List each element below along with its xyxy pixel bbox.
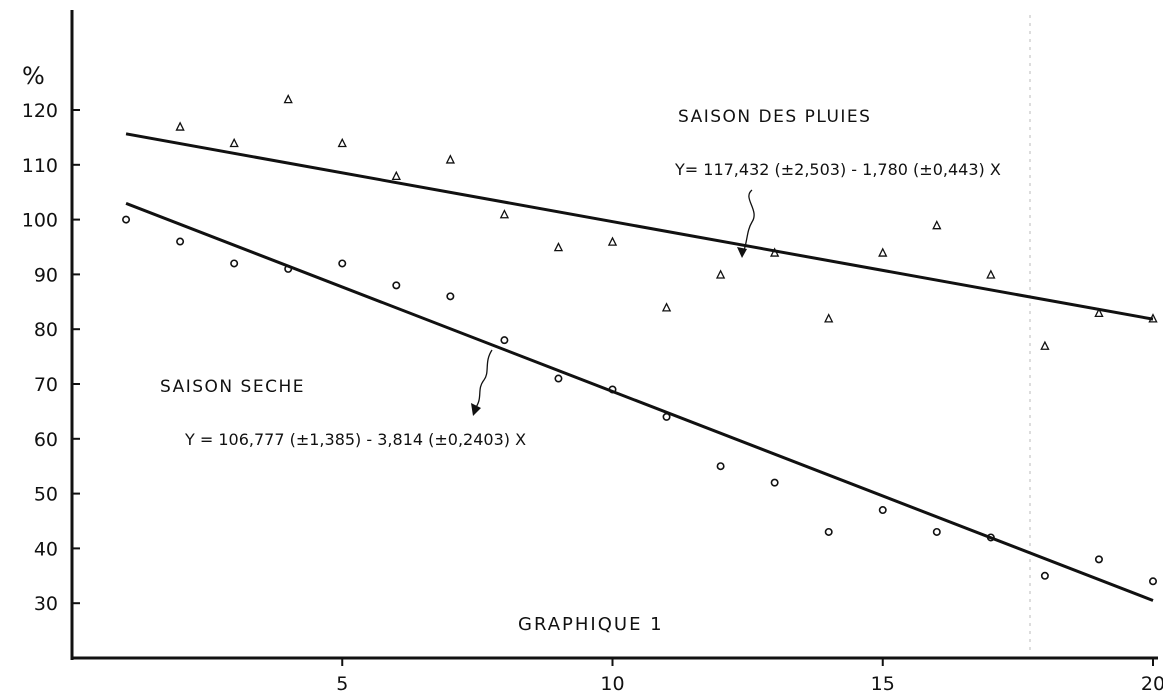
data-point	[229, 137, 239, 148]
data-point	[392, 281, 401, 290]
label-saison-des-pluies: SAISON DES PLUIES	[678, 107, 871, 127]
y-axis-ticks: 30 40 50 60 70 80 90 100 110 120	[22, 100, 80, 615]
data-point	[175, 121, 185, 131]
y-tick-label: 30	[34, 593, 58, 615]
y-tick-label: 100	[22, 210, 58, 232]
data-point	[715, 269, 726, 279]
equation-saison-des-pluies: Y= 117,432 (±2,503) - 1,780 (±0,443) X	[674, 160, 1001, 179]
x-tick-label: 20	[1141, 673, 1163, 693]
x-axis-ticks: 5 10 15 20	[336, 658, 1163, 693]
y-tick-label: 110	[22, 155, 58, 177]
data-point	[1040, 340, 1050, 350]
pointer-arrow-seche	[473, 349, 493, 411]
data-point	[878, 506, 887, 515]
x-tick-label: 5	[336, 673, 348, 693]
data-point	[932, 220, 942, 230]
chart-title: GRAPHIQUE 1	[518, 614, 664, 635]
data-point	[1148, 313, 1158, 323]
y-tick-label: 80	[34, 319, 58, 341]
pointer-arrowhead-seche	[471, 403, 481, 416]
data-point	[1094, 555, 1103, 564]
data-point	[824, 313, 834, 323]
data-point	[391, 170, 401, 181]
data-point	[932, 527, 941, 536]
y-axis-unit: %	[22, 62, 45, 90]
y-tick-label: 60	[34, 429, 58, 451]
data-point	[878, 247, 888, 257]
y-tick-label: 70	[34, 374, 58, 396]
data-point	[446, 292, 455, 301]
data-point	[608, 385, 617, 394]
data-point	[499, 209, 510, 219]
data-point	[769, 247, 780, 257]
data-point	[554, 374, 563, 383]
data-point	[1094, 307, 1104, 318]
data-point	[661, 302, 672, 312]
data-point	[824, 527, 833, 536]
data-point	[1149, 577, 1158, 586]
regression-line	[125, 201, 1154, 602]
data-point	[176, 237, 185, 246]
data-point	[122, 215, 131, 224]
x-tick-label: 15	[871, 673, 895, 693]
label-saison-seche: SAISON SECHE	[160, 377, 305, 397]
data-point	[283, 93, 293, 104]
y-tick-label: 50	[34, 484, 58, 506]
data-point	[500, 336, 509, 345]
x-tick-label: 10	[600, 673, 624, 693]
regression-line	[125, 132, 1154, 321]
series-saison-seche	[122, 201, 1158, 602]
y-tick-label: 40	[34, 538, 58, 560]
data-point	[338, 259, 347, 268]
pointer-arrow-pluies	[741, 189, 755, 257]
data-point	[662, 412, 671, 421]
data-point	[1040, 571, 1049, 580]
equation-saison-seche: Y = 106,777 (±1,385) - 3,814 (±0,2403) X	[184, 430, 526, 449]
y-tick-label: 120	[22, 100, 58, 122]
data-point	[230, 259, 239, 268]
data-point	[445, 154, 456, 164]
pointer-arrowhead-pluies	[737, 247, 747, 258]
data-point	[986, 269, 996, 279]
y-tick-label: 90	[34, 264, 58, 286]
series-saison-des-pluies	[125, 93, 1158, 350]
data-point	[716, 462, 725, 471]
data-point	[607, 236, 618, 246]
data-point	[337, 137, 347, 148]
data-point	[986, 533, 995, 542]
data-point	[284, 264, 293, 273]
data-point	[770, 478, 779, 487]
data-point	[553, 241, 564, 252]
